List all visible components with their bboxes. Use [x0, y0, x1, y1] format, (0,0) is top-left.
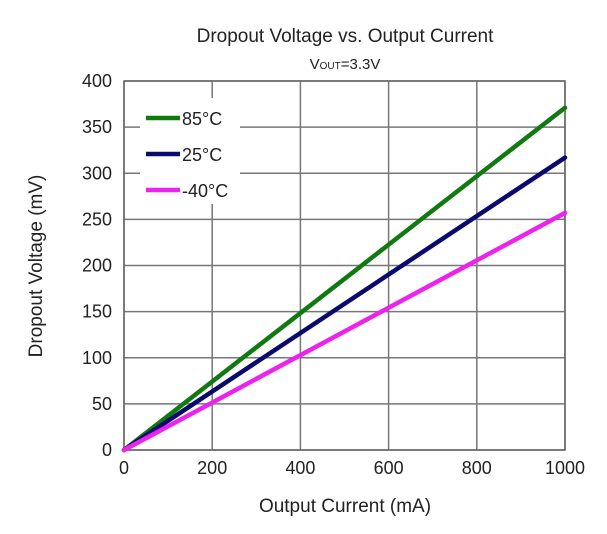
- legend-label: -40°C: [182, 181, 228, 201]
- y-tick-label: 100: [82, 348, 112, 368]
- series-line: [121, 105, 568, 453]
- chart-title: Dropout Voltage vs. Output Current: [197, 26, 494, 47]
- chart-subtitle: VOUT=3.3V: [310, 56, 381, 73]
- series-line: [121, 210, 568, 453]
- x-tick-label: 0: [119, 458, 129, 478]
- legend-background: [140, 98, 240, 204]
- y-tick-label: 350: [82, 117, 112, 137]
- series-line: [121, 155, 568, 453]
- ticks: 0 200 400 600 800 1000 0 50 100 150 200 250 300 350 40…: [82, 71, 585, 478]
- y-tick-label: 50: [92, 394, 112, 414]
- y-tick-label: 0: [102, 440, 112, 460]
- x-tick-label: 400: [285, 458, 315, 478]
- y-tick-label: 150: [82, 302, 112, 322]
- series-lines: [121, 105, 568, 453]
- x-axis-label: Output Current (mA): [259, 496, 431, 517]
- legend-label: 85°C: [182, 109, 222, 129]
- y-tick-label: 400: [82, 71, 112, 91]
- y-tick-label: 250: [82, 209, 112, 229]
- y-tick-label: 300: [82, 163, 112, 183]
- x-tick-label: 1000: [545, 458, 585, 478]
- x-tick-label: 800: [462, 458, 492, 478]
- legend-label: 25°C: [182, 145, 222, 165]
- y-tick-label: 200: [82, 256, 112, 276]
- x-tick-label: 200: [197, 458, 227, 478]
- y-axis-label: Dropout Voltage (mV): [26, 175, 47, 358]
- grid: [123, 80, 566, 451]
- plot-border: [123, 80, 566, 451]
- x-tick-label: 600: [374, 458, 404, 478]
- legend: 85°C 25°C -40°C: [140, 98, 240, 204]
